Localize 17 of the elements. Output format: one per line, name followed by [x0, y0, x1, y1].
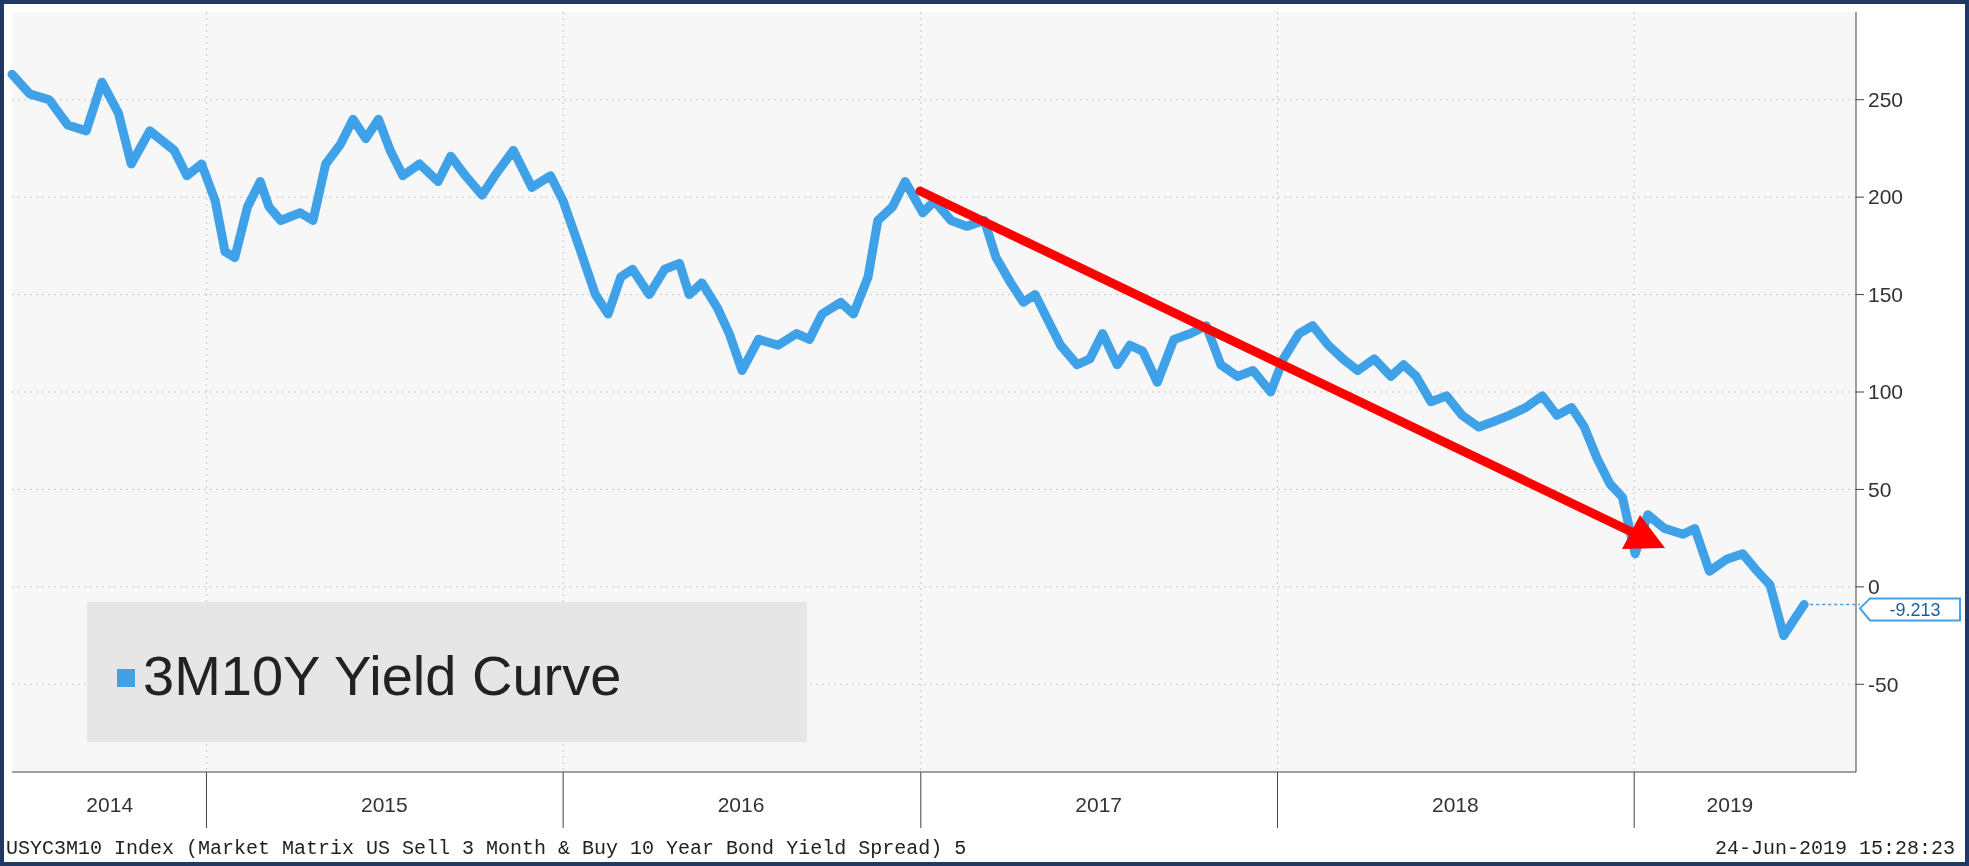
y-tick-label: 200 — [1868, 185, 1904, 209]
text: -9.213 — [1889, 599, 1941, 620]
y-tick-label: -50 — [1868, 672, 1899, 696]
y-tick-label: 150 — [1868, 282, 1904, 306]
y-tick-label: 250 — [1868, 88, 1904, 112]
legend-label: 3M10Y Yield Curve — [143, 644, 622, 707]
y-tick-label: 0 — [1868, 575, 1880, 599]
x-tick-label: 2019 — [1706, 793, 1754, 816]
x-tick-label: 2017 — [1075, 793, 1123, 816]
y-tick-label: 100 — [1868, 380, 1904, 404]
x-tick-label: 2014 — [86, 793, 134, 816]
x-tick-label: 2016 — [717, 793, 765, 816]
x-tick-label: 2015 — [360, 793, 408, 816]
text: USYC3M10 Index (Market Matrix US Sell 3 Month & Buy 10 Year Bond Yield Spread) 5 — [6, 837, 967, 860]
text: 24-Jun-2019 15:28:23 — [1714, 837, 1955, 860]
x-tick-label: 2018 — [1431, 793, 1479, 816]
y-tick-label: 50 — [1868, 477, 1892, 501]
